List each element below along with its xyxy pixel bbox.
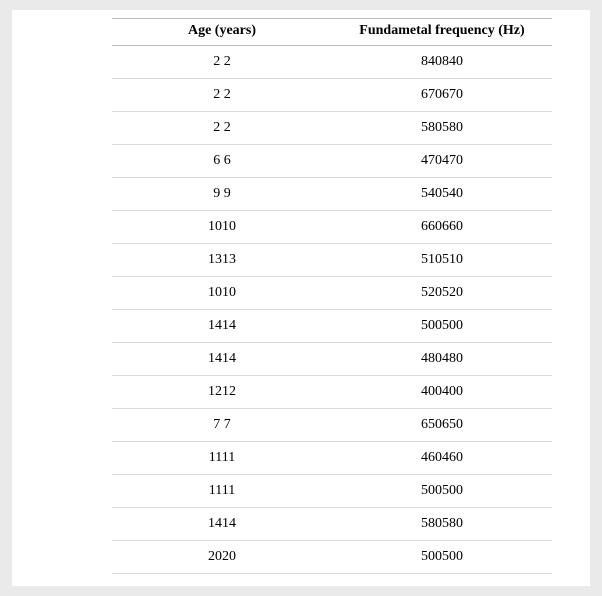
table-row: 2 2 670670 — [112, 79, 552, 112]
freq-cell: 460460 — [332, 442, 552, 475]
freq-cell: 500500 — [332, 475, 552, 508]
table-row: 1010 520520 — [112, 277, 552, 310]
age-cell: 1414 — [112, 343, 332, 376]
table-row: 1414 580580 — [112, 508, 552, 541]
table-row: 7 7 650650 — [112, 409, 552, 442]
freq-cell: 650650 — [332, 409, 552, 442]
table-row: 2 2 840840 — [112, 46, 552, 79]
page: Age (years) Fundametal frequency (Hz) 2 … — [12, 10, 590, 586]
freq-cell: 510510 — [332, 244, 552, 277]
table-row: 1111 460460 — [112, 442, 552, 475]
table-row: 2 2 580580 — [112, 112, 552, 145]
table-row: 1010 660660 — [112, 211, 552, 244]
freq-cell: 840840 — [332, 46, 552, 79]
freq-cell: 500500 — [332, 310, 552, 343]
freq-cell: 500500 — [332, 541, 552, 574]
age-cell: 1313 — [112, 244, 332, 277]
age-cell: 1414 — [112, 310, 332, 343]
freq-cell: 470470 — [332, 145, 552, 178]
table-row: 1414 500500 — [112, 310, 552, 343]
age-cell: 1010 — [112, 277, 332, 310]
age-cell: 1212 — [112, 376, 332, 409]
age-cell: 9 9 — [112, 178, 332, 211]
age-cell: 1010 — [112, 211, 332, 244]
age-cell: 2 2 — [112, 112, 332, 145]
table-row: 1313 510510 — [112, 244, 552, 277]
column-header-age: Age (years) — [112, 19, 332, 46]
age-cell: 2020 — [112, 541, 332, 574]
header-row: Age (years) Fundametal frequency (Hz) — [112, 19, 552, 46]
table-row: 2020 500500 — [112, 541, 552, 574]
freq-cell: 540540 — [332, 178, 552, 211]
table-row: 1111 500500 — [112, 475, 552, 508]
table-row: 1414 480480 — [112, 343, 552, 376]
freq-cell: 580580 — [332, 508, 552, 541]
age-cell: 1111 — [112, 475, 332, 508]
table-row: 6 6 470470 — [112, 145, 552, 178]
age-cell: 1111 — [112, 442, 332, 475]
freq-cell: 580580 — [332, 112, 552, 145]
table-row: 1212 400400 — [112, 376, 552, 409]
freq-cell: 660660 — [332, 211, 552, 244]
data-table: Age (years) Fundametal frequency (Hz) 2 … — [112, 18, 552, 574]
freq-cell: 670670 — [332, 79, 552, 112]
freq-cell: 400400 — [332, 376, 552, 409]
table-row: 9 9 540540 — [112, 178, 552, 211]
column-header-frequency: Fundametal frequency (Hz) — [332, 19, 552, 46]
age-cell: 2 2 — [112, 46, 332, 79]
freq-cell: 480480 — [332, 343, 552, 376]
freq-cell: 520520 — [332, 277, 552, 310]
age-cell: 6 6 — [112, 145, 332, 178]
age-cell: 1414 — [112, 508, 332, 541]
age-cell: 7 7 — [112, 409, 332, 442]
age-cell: 2 2 — [112, 79, 332, 112]
